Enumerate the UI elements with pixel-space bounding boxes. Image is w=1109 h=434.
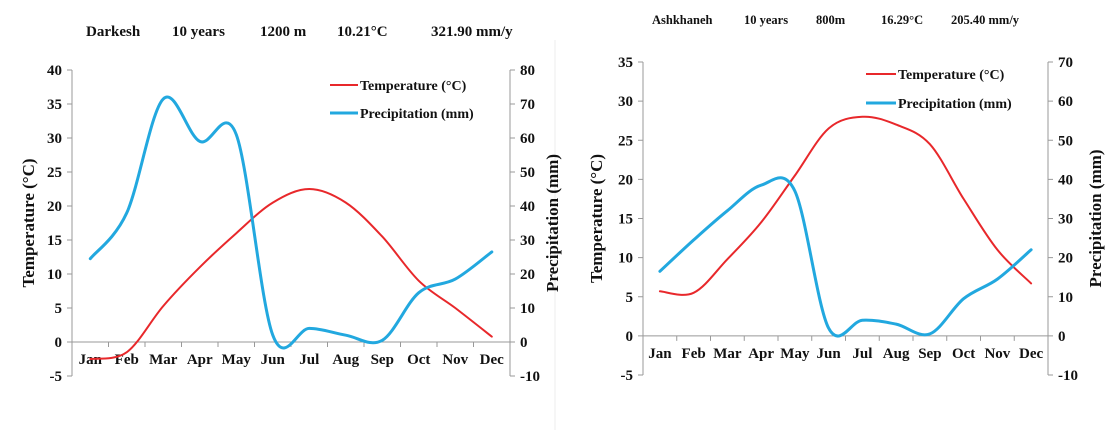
left-tick-label: 25 [47,165,62,181]
left-axis-title: Temperature (°C) [587,154,606,283]
header-field-3: 16.29°C [881,13,923,27]
series-line-precipitation-mm [658,176,1033,338]
right-tick-label: 0 [520,335,528,351]
x-tick-label-mar: Mar [149,352,178,368]
left-tick-label: 0 [626,329,634,345]
header-field-0: Ashkhaneh [652,13,712,27]
legend-label-temperature-c: Temperature (°C) [360,79,467,94]
right-tick-label: 0 [1058,329,1066,345]
x-tick-label-oct: Oct [407,352,430,368]
x-tick-label-jun: Jun [817,346,842,362]
right-tick-label: 60 [520,131,535,147]
left-tick-label: 15 [47,233,62,249]
header-field-4: 321.90 mm/y [431,24,513,40]
left-tick-label: 30 [618,94,633,110]
chart-darkesh: Darkesh 10 years 1200 m 10.21°C 321.90 mm/y -… [19,24,562,385]
series-line-temperature-c [658,115,1033,296]
legend-label-precipitation-mm: Precipitation (mm) [898,97,1012,112]
right-tick-label: 20 [520,267,535,283]
right-tick-label: 20 [1058,251,1073,267]
header-field-0: Darkesh [86,24,141,40]
x-tick-label-aug: Aug [883,346,910,362]
legend-label-precipitation-mm: Precipitation (mm) [360,107,474,122]
x-tick-label-jan: Jan [79,352,103,368]
left-tick-label: 15 [618,212,633,228]
series-line-precipitation-mm [88,95,494,350]
x-tick-label-apr: Apr [748,346,774,362]
x-tick-label-feb: Feb [682,346,706,362]
right-tick-label: 30 [1058,212,1073,228]
x-tick-label-sep: Sep [918,346,941,362]
left-tick-label: 25 [618,133,633,149]
left-tick-label: 35 [47,97,62,113]
right-tick-label: 40 [520,199,535,215]
right-tick-label: -10 [1058,368,1078,384]
left-tick-label: 5 [626,290,634,306]
x-tick-label-sep: Sep [371,352,394,368]
right-tick-label: 50 [520,165,535,181]
right-tick-label: 70 [1058,55,1073,71]
header-field-1: 10 years [172,24,225,40]
series-line-temperature-c [89,188,493,360]
left-tick-label: 20 [47,199,62,215]
x-tick-label-jan: Jan [648,346,672,362]
chart-ashkhaneh: Ashkhaneh 10 years 800m 16.29°C 205.40 mm/y -… [587,13,1105,384]
left-tick-label: 5 [55,301,63,317]
x-tick-label-jun: Jun [261,352,286,368]
left-tick-label: 10 [47,267,62,283]
x-tick-label-apr: Apr [187,352,213,368]
x-tick-label-nov: Nov [442,352,468,368]
left-tick-label: -5 [50,369,63,385]
x-tick-label-oct: Oct [952,346,975,362]
left-tick-label: -5 [621,368,634,384]
left-tick-label: 40 [47,63,62,79]
right-tick-label: 30 [520,233,535,249]
right-tick-label: 10 [520,301,535,317]
x-tick-label-nov: Nov [984,346,1010,362]
right-tick-label: -10 [520,369,540,385]
legend-label-temperature-c: Temperature (°C) [898,68,1005,83]
left-tick-label: 30 [47,131,62,147]
right-tick-label: 70 [520,97,535,113]
header-field-3: 10.21°C [337,24,388,40]
right-axis-title: Precipitation (mm) [1086,149,1105,287]
right-tick-label: 10 [1058,290,1073,306]
right-tick-label: 80 [520,63,535,79]
left-tick-label: 35 [618,55,633,71]
x-tick-label-dec: Dec [480,352,504,368]
right-tick-label: 40 [1058,172,1073,188]
x-tick-label-may: May [780,346,810,362]
x-tick-label-dec: Dec [1019,346,1043,362]
right-axis-title: Precipitation (mm) [543,154,562,292]
right-tick-label: 60 [1058,94,1073,110]
right-tick-label: 50 [1058,133,1073,149]
x-tick-label-may: May [222,352,252,368]
x-tick-label-aug: Aug [332,352,359,368]
x-tick-label-jul: Jul [299,352,319,368]
header-field-2: 1200 m [260,24,307,40]
left-tick-label: 10 [618,251,633,267]
header-field-2: 800m [816,13,846,27]
x-tick-label-jul: Jul [852,346,872,362]
header-field-1: 10 years [744,13,788,27]
header-field-4: 205.40 mm/y [951,13,1020,27]
left-axis-title: Temperature (°C) [19,158,38,287]
left-tick-label: 20 [618,172,633,188]
left-tick-label: 0 [55,335,63,351]
x-tick-label-mar: Mar [713,346,742,362]
x-tick-label-feb: Feb [115,352,139,368]
